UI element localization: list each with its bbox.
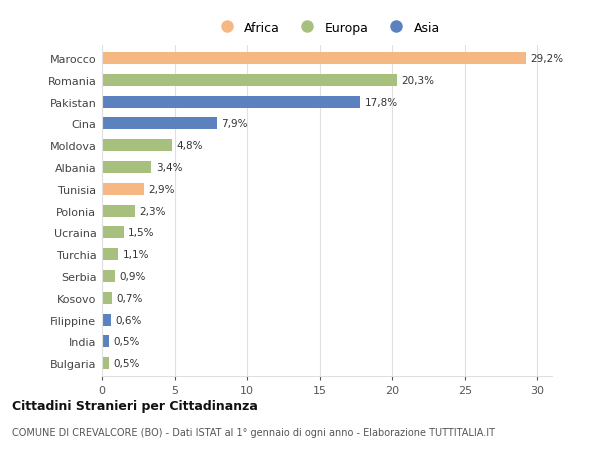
Text: 1,1%: 1,1% — [122, 250, 149, 260]
Text: 29,2%: 29,2% — [530, 54, 563, 64]
Bar — [102, 53, 526, 65]
Text: 17,8%: 17,8% — [365, 97, 398, 107]
Text: 0,7%: 0,7% — [116, 293, 143, 303]
Bar — [102, 314, 111, 326]
Bar — [102, 292, 112, 304]
Text: 0,5%: 0,5% — [113, 336, 140, 347]
Text: 4,8%: 4,8% — [176, 141, 203, 151]
Legend: Africa, Europa, Asia: Africa, Europa, Asia — [212, 19, 443, 37]
Text: Cittadini Stranieri per Cittadinanza: Cittadini Stranieri per Cittadinanza — [12, 399, 258, 412]
Bar — [102, 184, 144, 196]
Bar — [102, 358, 109, 369]
Text: 0,9%: 0,9% — [119, 271, 146, 281]
Bar — [102, 118, 217, 130]
Text: 0,5%: 0,5% — [113, 358, 140, 368]
Text: COMUNE DI CREVALCORE (BO) - Dati ISTAT al 1° gennaio di ogni anno - Elaborazione: COMUNE DI CREVALCORE (BO) - Dati ISTAT a… — [12, 427, 495, 437]
Text: 0,6%: 0,6% — [115, 315, 142, 325]
Text: 1,5%: 1,5% — [128, 228, 155, 238]
Text: 3,4%: 3,4% — [156, 162, 182, 173]
Bar — [102, 140, 172, 152]
Bar — [102, 205, 136, 217]
Text: 7,9%: 7,9% — [221, 119, 248, 129]
Text: 2,3%: 2,3% — [140, 206, 166, 216]
Bar — [102, 227, 124, 239]
Bar — [102, 162, 151, 174]
Text: 20,3%: 20,3% — [401, 76, 434, 86]
Bar — [102, 249, 118, 261]
Bar — [102, 75, 397, 87]
Bar — [102, 270, 115, 282]
Bar — [102, 336, 109, 347]
Text: 2,9%: 2,9% — [148, 185, 175, 195]
Bar — [102, 96, 361, 108]
